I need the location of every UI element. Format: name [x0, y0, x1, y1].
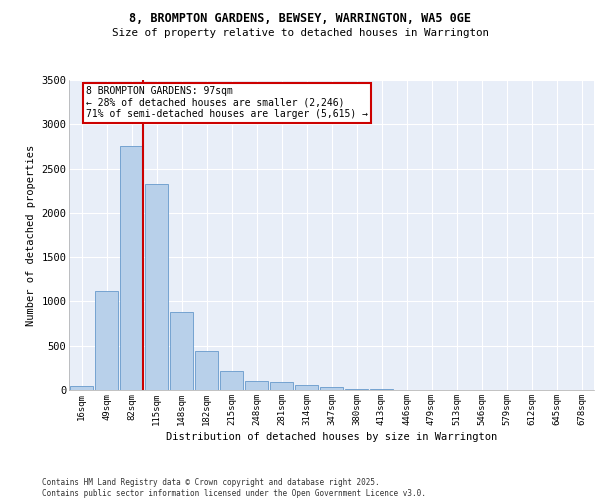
Bar — [344, 388, 368, 390]
Text: 8, BROMPTON GARDENS, BEWSEY, WARRINGTON, WA5 0GE: 8, BROMPTON GARDENS, BEWSEY, WARRINGTON,… — [129, 12, 471, 26]
Bar — [245, 380, 268, 390]
Bar — [320, 388, 343, 390]
Bar — [70, 386, 94, 390]
Bar — [194, 351, 218, 390]
Text: Contains HM Land Registry data © Crown copyright and database right 2025.
Contai: Contains HM Land Registry data © Crown c… — [42, 478, 426, 498]
Bar — [145, 184, 169, 390]
Bar — [119, 146, 143, 390]
Y-axis label: Number of detached properties: Number of detached properties — [26, 144, 35, 326]
Text: 8 BROMPTON GARDENS: 97sqm
← 28% of detached houses are smaller (2,246)
71% of se: 8 BROMPTON GARDENS: 97sqm ← 28% of detac… — [86, 86, 368, 120]
Bar — [170, 312, 193, 390]
Bar — [269, 382, 293, 390]
Bar — [370, 389, 394, 390]
X-axis label: Distribution of detached houses by size in Warrington: Distribution of detached houses by size … — [166, 432, 497, 442]
Bar — [95, 291, 118, 390]
Bar — [295, 385, 319, 390]
Text: Size of property relative to detached houses in Warrington: Size of property relative to detached ho… — [112, 28, 488, 38]
Bar — [220, 372, 244, 390]
